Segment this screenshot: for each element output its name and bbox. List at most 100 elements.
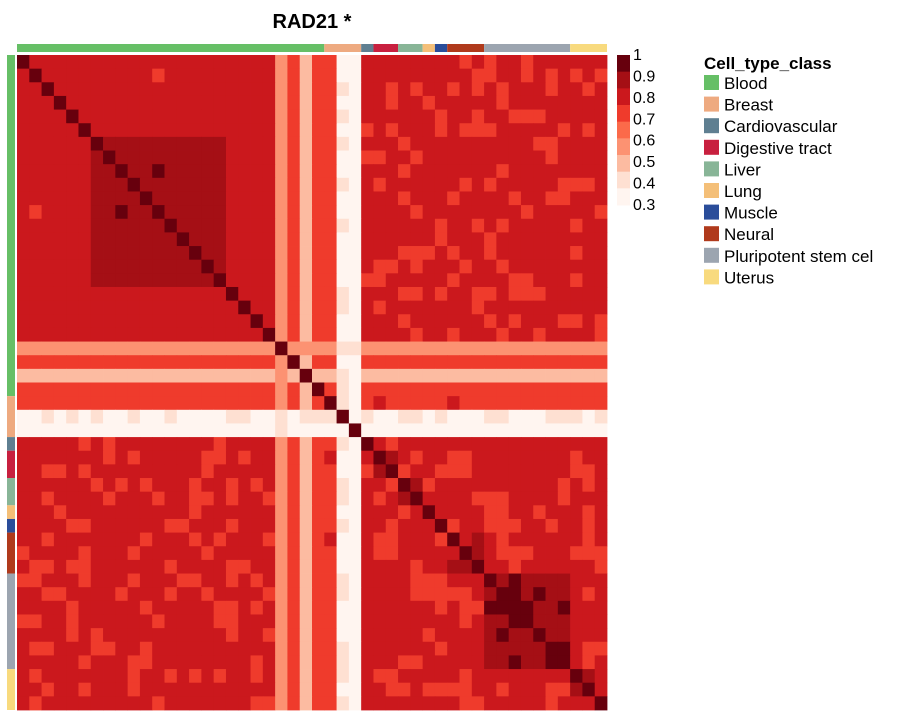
heatmap-cell — [324, 82, 337, 97]
heatmap-cell — [348, 382, 362, 397]
heatmap-cell — [410, 600, 424, 615]
row-annotation-segment — [7, 505, 15, 519]
heatmap-cell — [53, 123, 67, 138]
heatmap-cell — [103, 218, 116, 233]
heatmap-cell — [201, 95, 215, 110]
heatmap-cell — [336, 150, 350, 165]
heatmap-cell — [78, 669, 92, 684]
heatmap-cell — [520, 218, 534, 233]
heatmap-cell — [103, 164, 116, 179]
heatmap-cell — [238, 136, 251, 151]
heatmap-cell — [176, 218, 190, 233]
heatmap-cell — [459, 491, 473, 506]
heatmap-cell — [336, 518, 350, 534]
heatmap-cell — [471, 123, 485, 138]
heatmap-cell — [262, 314, 276, 329]
heatmap-cell — [484, 55, 497, 70]
heatmap-cell — [103, 696, 116, 711]
heatmap-cell — [29, 614, 42, 629]
heatmap-cell — [361, 450, 374, 465]
heatmap-cell — [447, 259, 460, 274]
heatmap-cell — [373, 246, 387, 261]
heatmap-cell — [434, 95, 448, 110]
heatmap-cell — [176, 314, 190, 329]
heatmap-cell — [422, 368, 436, 383]
heatmap-cell — [275, 273, 288, 288]
heatmap-cell — [312, 109, 325, 124]
heatmap-cell — [398, 382, 411, 397]
heatmap-cell — [312, 327, 325, 342]
heatmap-cell — [361, 546, 374, 561]
heatmap-cell — [336, 123, 350, 138]
heatmap-cell — [385, 68, 399, 83]
heatmap-cell — [176, 273, 190, 288]
heatmap-cell — [201, 314, 215, 329]
heatmap-cell — [17, 382, 30, 397]
heatmap-cell — [422, 491, 436, 506]
heatmap-cell — [262, 232, 276, 247]
row-annotation-segment — [7, 396, 15, 438]
heatmap-cell — [520, 532, 534, 547]
heatmap-cell — [422, 423, 436, 438]
heatmap-cell — [570, 123, 583, 138]
heatmap-cell — [496, 286, 510, 302]
heatmap-cell — [213, 559, 227, 574]
heatmap-cell — [90, 164, 104, 179]
heatmap-cell — [225, 532, 239, 547]
heatmap-cell — [17, 478, 30, 493]
heatmap-cell — [225, 355, 239, 370]
heatmap-cell — [176, 82, 190, 97]
heatmap-cell — [275, 532, 288, 547]
heatmap-cell — [66, 123, 79, 138]
heatmap-cell — [29, 191, 42, 206]
heatmap-cell — [287, 232, 301, 247]
heatmap-cell — [312, 641, 325, 656]
heatmap-cell — [594, 669, 608, 684]
heatmap-cell — [78, 314, 92, 329]
heatmap-cell — [78, 628, 92, 643]
heatmap-cell — [361, 532, 374, 547]
heatmap-cell — [17, 259, 30, 274]
heatmap-cell — [41, 628, 55, 643]
heatmap-cell — [434, 518, 448, 534]
heatmap-cell — [348, 409, 362, 424]
heatmap-cell — [312, 368, 325, 383]
heatmap-cell — [164, 164, 178, 179]
heatmap-cell — [299, 191, 313, 206]
heatmap-cell — [17, 109, 30, 124]
heatmap-cell — [29, 396, 42, 411]
heatmap-cell — [520, 300, 534, 315]
heatmap-cell — [66, 437, 79, 452]
heatmap-cell — [361, 150, 374, 165]
heatmap-cell — [557, 437, 571, 452]
heatmap-cell — [594, 327, 608, 342]
heatmap-cell — [176, 191, 190, 206]
heatmap-cell — [41, 341, 55, 356]
heatmap-cell — [582, 82, 596, 97]
heatmap-cell — [287, 587, 301, 602]
heatmap-cell — [533, 559, 546, 574]
heatmap-cell — [422, 164, 436, 179]
heatmap-cell — [410, 300, 424, 315]
heatmap-cell — [373, 505, 387, 520]
heatmap-cell — [324, 573, 337, 588]
heatmap-cell — [582, 437, 596, 452]
heatmap-cell — [324, 600, 337, 615]
heatmap-cell — [508, 423, 522, 438]
heatmap-cell — [29, 82, 42, 97]
heatmap-cell — [385, 573, 399, 588]
heatmap-cell — [373, 450, 387, 465]
heatmap-cell — [385, 232, 399, 247]
heatmap-cell — [471, 205, 485, 220]
heatmap-cell — [312, 218, 325, 233]
heatmap-cell — [127, 314, 141, 329]
heatmap-cell — [201, 628, 215, 643]
heatmap-cell — [422, 478, 436, 493]
heatmap-cell — [582, 491, 596, 506]
heatmap-cell — [557, 491, 571, 506]
heatmap-cell — [66, 382, 79, 397]
heatmap-cell — [90, 437, 104, 452]
heatmap-cell — [508, 437, 522, 452]
heatmap-cell — [385, 177, 399, 192]
heatmap-cell — [312, 177, 325, 192]
